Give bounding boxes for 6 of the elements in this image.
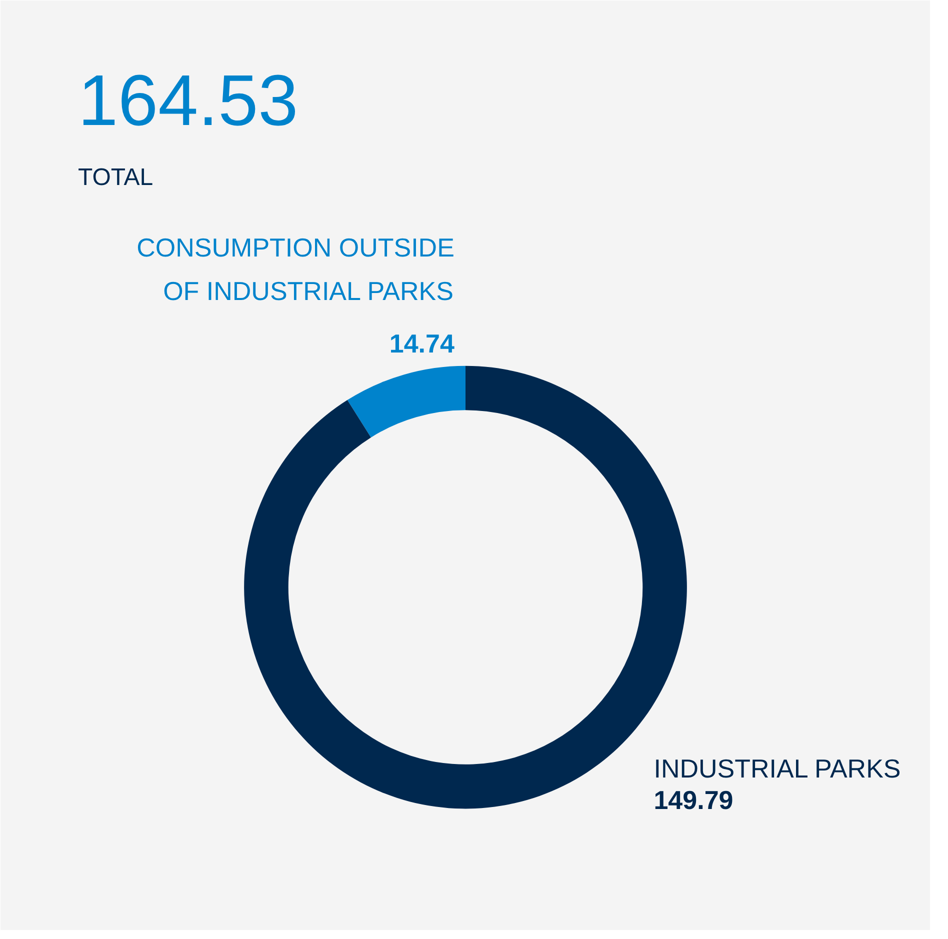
data-label: 14.74: [389, 328, 455, 359]
slice-label: CONSUMPTION OUTSIDE OF INDUSTRIAL PARKS: [136, 232, 454, 306]
data-label: 149.79: [654, 785, 734, 815]
chart-subtitle: TOTAL: [78, 164, 154, 192]
slice-label: INDUSTRIAL PARKS: [654, 753, 901, 784]
chart-title: 164.53: [78, 61, 298, 142]
